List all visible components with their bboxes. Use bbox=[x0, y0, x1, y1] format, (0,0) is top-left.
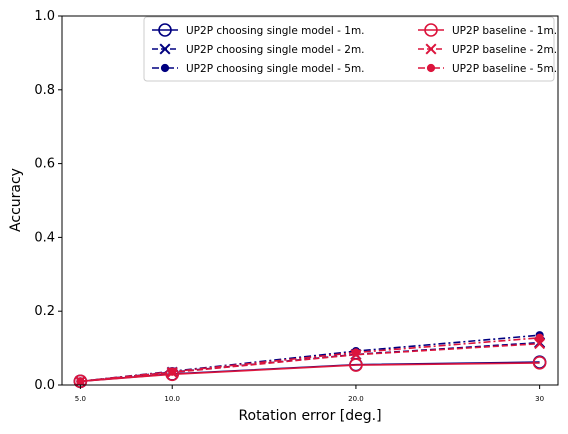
x-tick-label: 30 bbox=[535, 395, 544, 403]
data-point bbox=[351, 348, 361, 357]
axes-frame bbox=[61, 15, 559, 386]
legend-item: UP2P choosing single model - 2m. bbox=[152, 43, 365, 56]
legend-label: UP2P choosing single model - 5m. bbox=[186, 63, 365, 75]
legend-item: UP2P baseline - 2m. bbox=[418, 43, 557, 56]
legend-marker bbox=[426, 63, 436, 73]
data-point bbox=[535, 333, 544, 342]
legend: UP2P choosing single model - 1m. UP2P cho… bbox=[143, 16, 557, 82]
legend-label: UP2P baseline - 2m. bbox=[452, 44, 557, 56]
series-2 bbox=[74, 337, 546, 387]
legend-item: UP2P choosing single model - 1m. bbox=[152, 23, 365, 37]
axes-layer: 0.0 0.2 0.4 0.6 0.8 1.0 5.0 10.0 20.0 30 bbox=[34, 9, 559, 403]
series-line bbox=[80, 362, 540, 383]
series-line bbox=[80, 337, 540, 383]
series-layer bbox=[73, 331, 547, 389]
data-point bbox=[168, 367, 177, 376]
legend-marker bbox=[425, 43, 437, 55]
data-point bbox=[76, 377, 85, 386]
y-tick-label: 0.8 bbox=[34, 83, 55, 98]
legend-label: UP2P choosing single model - 1m. bbox=[186, 25, 365, 37]
data-point bbox=[532, 356, 547, 370]
x-tick-label: 10.0 bbox=[164, 395, 180, 403]
series-1 bbox=[73, 355, 547, 389]
marker-stroke bbox=[425, 43, 437, 55]
series-4 bbox=[73, 356, 547, 389]
x-tick-label: 5.0 bbox=[75, 395, 86, 403]
marker-stroke bbox=[159, 43, 171, 55]
y-tick-label: 0.6 bbox=[34, 157, 55, 172]
legend-item: UP2P baseline - 1m. bbox=[418, 23, 557, 37]
series-line bbox=[80, 361, 540, 383]
data-point bbox=[349, 358, 363, 372]
legend-label: UP2P baseline - 5m. bbox=[452, 63, 557, 75]
y-tick-label: 0.0 bbox=[34, 378, 55, 393]
legend-box bbox=[143, 16, 555, 82]
legend-label: UP2P baseline - 1m. bbox=[452, 25, 557, 37]
x-axis-label: Rotation error [deg.] bbox=[238, 408, 381, 424]
legend-marker bbox=[160, 63, 170, 73]
y-tick-label: 0.2 bbox=[34, 304, 55, 319]
y-axis-label: Accuracy bbox=[8, 168, 24, 232]
data-point bbox=[534, 338, 546, 350]
legend-label: UP2P choosing single model - 2m. bbox=[186, 44, 365, 56]
y-tick-label: 1.0 bbox=[34, 9, 55, 24]
legend-marker bbox=[159, 43, 171, 55]
marker-stroke bbox=[534, 338, 546, 350]
legend-marker bbox=[424, 23, 438, 37]
legend-item: UP2P choosing single model - 5m. bbox=[152, 63, 365, 75]
x-tick-label: 20.0 bbox=[348, 395, 364, 403]
legend-marker bbox=[158, 23, 172, 37]
series-6 bbox=[76, 333, 544, 386]
y-tick-label: 0.4 bbox=[34, 230, 55, 245]
legend-item: UP2P baseline - 5m. bbox=[418, 63, 557, 75]
